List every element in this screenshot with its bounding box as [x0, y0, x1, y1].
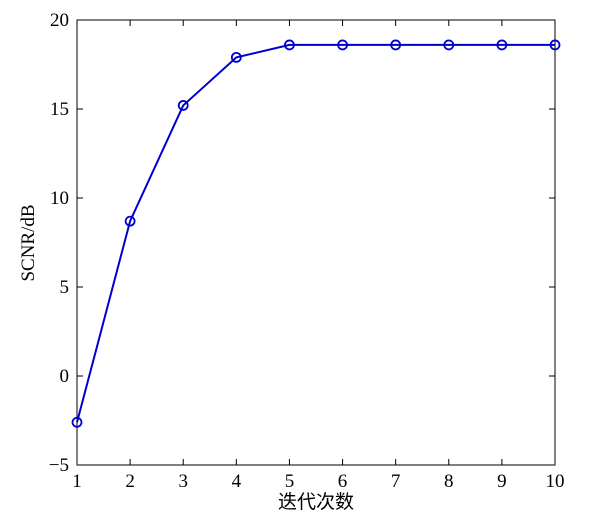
data-point: [230, 51, 242, 63]
plot-frame: [76, 19, 556, 466]
data-point: [71, 416, 83, 428]
y-tick-label: −5: [49, 455, 69, 476]
x-tick-label: 7: [391, 471, 401, 492]
x-axis-label: 迭代次数: [278, 491, 354, 513]
data-point: [337, 39, 348, 51]
y-tick-label: 20: [50, 10, 69, 31]
data-point: [390, 39, 402, 51]
x-tick-label: 3: [178, 471, 188, 492]
x-tick-label: 5: [285, 471, 295, 492]
data-point: [496, 39, 508, 51]
y-tick-label: 10: [50, 188, 69, 209]
series-line: [76, 43, 555, 423]
data-point: [177, 100, 189, 111]
y-tick-label: 0: [60, 366, 70, 387]
x-tick-label: 9: [497, 471, 507, 492]
x-tick-label: 2: [125, 471, 135, 492]
data-point: [124, 215, 136, 227]
data-point: [284, 39, 295, 51]
x-tick-label: 10: [546, 471, 565, 492]
x-tick-label: 4: [232, 471, 242, 492]
x-tick-label: 1: [72, 471, 82, 492]
data-point: [549, 39, 561, 51]
y-axis-label: SCNR/dB: [18, 204, 39, 281]
data-point: [443, 39, 455, 51]
x-tick-label: 6: [338, 471, 348, 492]
y-tick-label: 5: [60, 277, 70, 298]
y-tick-label: 15: [50, 99, 69, 120]
x-tick-label: 8: [444, 471, 454, 492]
